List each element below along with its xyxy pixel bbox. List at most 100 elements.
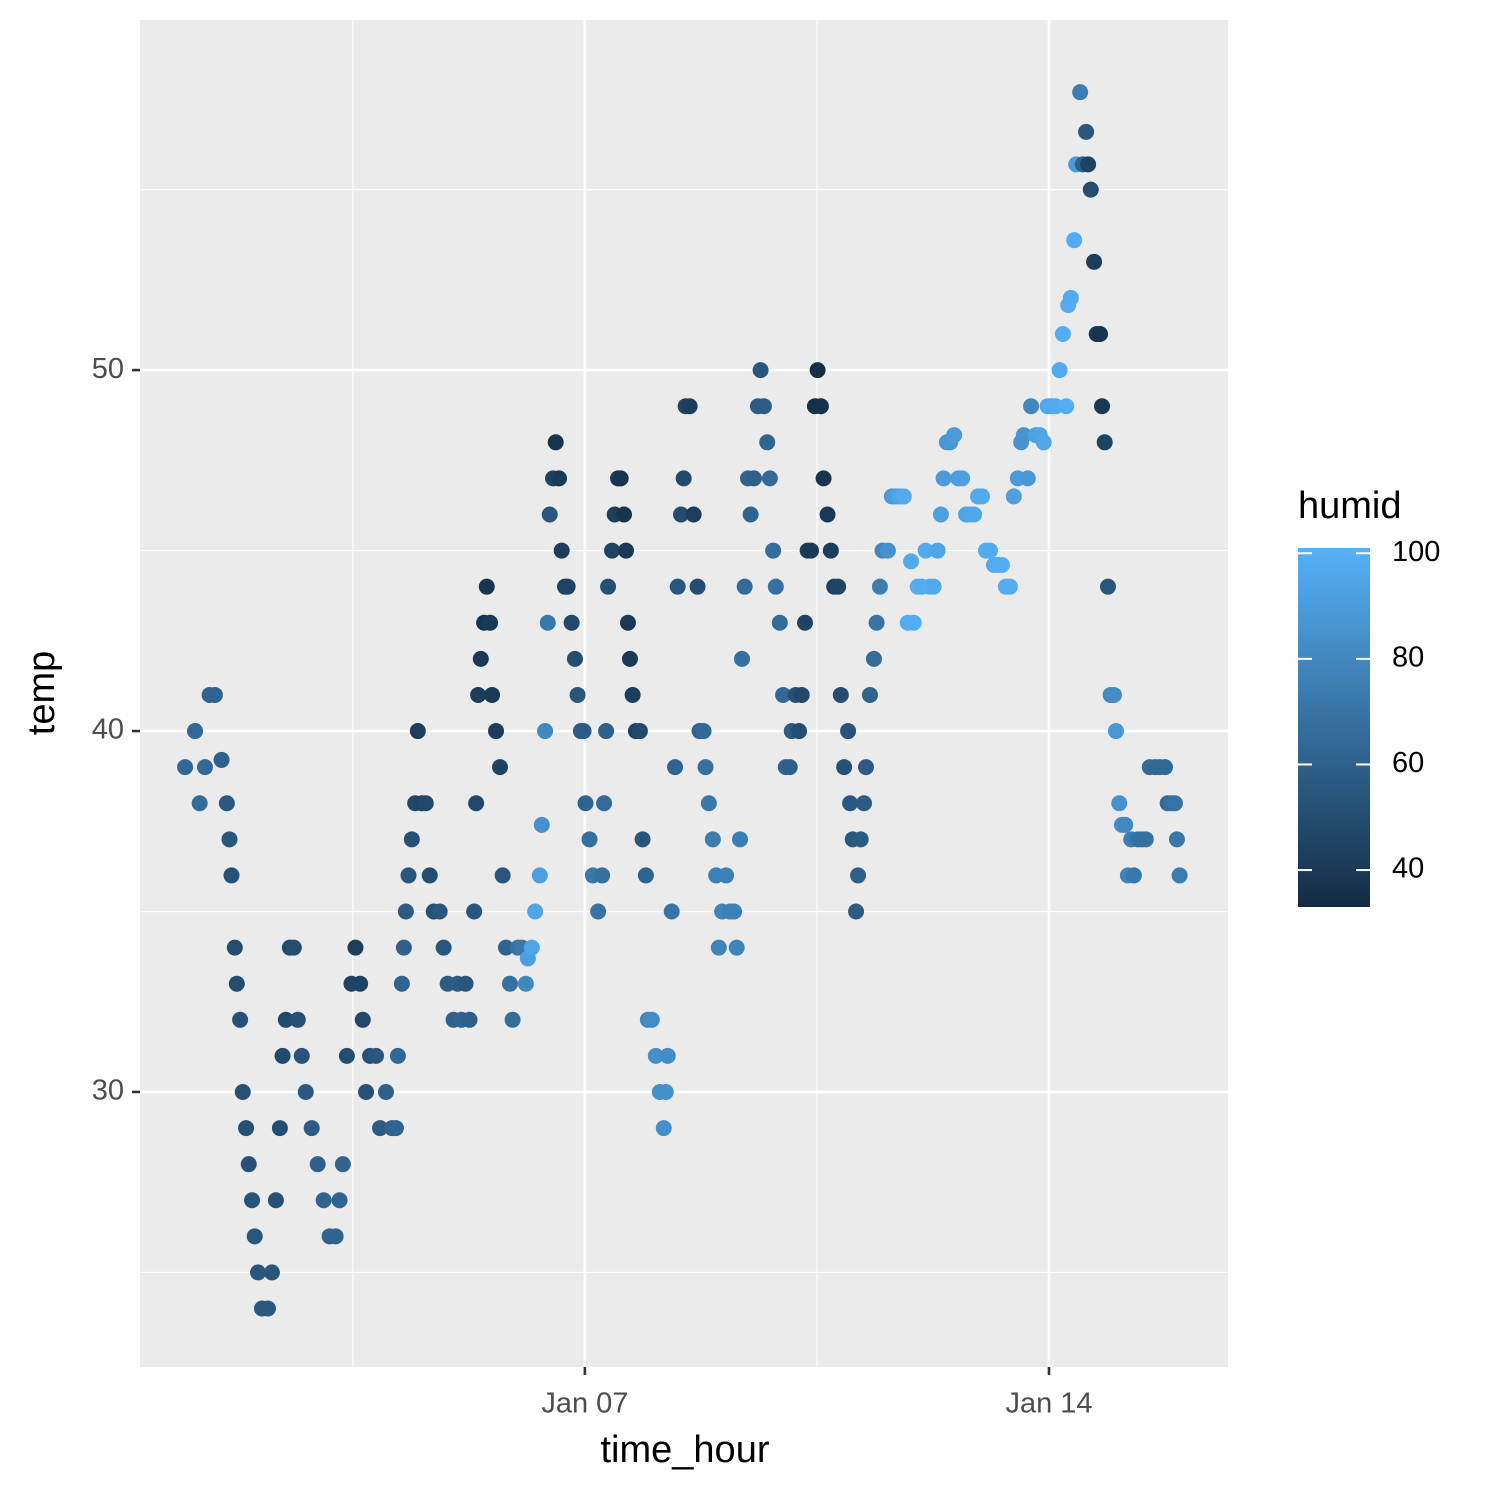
point	[929, 542, 946, 559]
point	[563, 614, 580, 631]
point	[468, 795, 485, 812]
point	[177, 759, 194, 776]
point	[246, 1228, 263, 1245]
point	[409, 723, 426, 740]
point	[372, 1120, 389, 1137]
point	[659, 1047, 676, 1064]
point	[697, 759, 714, 776]
point	[704, 831, 721, 848]
point	[482, 614, 499, 631]
point	[771, 614, 788, 631]
colorbar	[1298, 548, 1370, 907]
point	[400, 867, 417, 884]
point	[643, 1011, 660, 1028]
point	[1094, 398, 1111, 415]
point	[1023, 398, 1040, 415]
point	[815, 470, 832, 487]
point	[271, 1120, 288, 1137]
point	[1082, 181, 1099, 198]
point	[327, 1228, 344, 1245]
point	[539, 614, 556, 631]
point	[213, 751, 230, 768]
point	[634, 831, 651, 848]
point	[1168, 831, 1185, 848]
point	[517, 975, 534, 992]
colorbar-tick-label: 80	[1392, 642, 1424, 674]
point	[1117, 816, 1134, 833]
point	[700, 795, 717, 812]
point	[596, 795, 613, 812]
point	[250, 1264, 267, 1281]
point	[457, 975, 474, 992]
point	[347, 939, 364, 956]
point	[334, 1156, 351, 1173]
point	[667, 759, 684, 776]
point	[954, 470, 971, 487]
point	[417, 795, 434, 812]
point	[812, 398, 829, 415]
point	[352, 975, 369, 992]
point	[598, 723, 615, 740]
point	[1137, 831, 1154, 848]
point	[285, 939, 302, 956]
point	[393, 975, 410, 992]
point	[1099, 578, 1116, 595]
point	[604, 542, 621, 559]
point	[681, 398, 698, 415]
point	[669, 578, 686, 595]
point	[358, 1083, 375, 1100]
point	[492, 759, 509, 776]
point	[478, 578, 495, 595]
point	[759, 434, 776, 451]
point	[331, 1192, 348, 1209]
point	[206, 686, 223, 703]
point	[840, 723, 857, 740]
point	[791, 723, 808, 740]
point	[1062, 289, 1079, 306]
point	[624, 686, 641, 703]
point	[1171, 867, 1188, 884]
point	[577, 795, 594, 812]
point	[734, 650, 751, 667]
point	[338, 1047, 355, 1064]
point	[240, 1156, 257, 1173]
point	[637, 867, 654, 884]
point	[431, 903, 448, 920]
point	[781, 759, 798, 776]
point	[537, 723, 554, 740]
point	[1092, 326, 1109, 343]
point	[1107, 723, 1124, 740]
y-tick-label: 40	[92, 714, 124, 746]
colorbar-tick-label: 100	[1392, 536, 1440, 568]
point	[488, 723, 505, 740]
point	[541, 506, 558, 523]
point	[196, 759, 213, 776]
point	[718, 867, 735, 884]
point	[315, 1192, 332, 1209]
point	[494, 867, 511, 884]
point	[309, 1156, 326, 1173]
point	[297, 1083, 314, 1100]
point	[673, 506, 690, 523]
point	[551, 470, 568, 487]
point	[761, 470, 778, 487]
point	[238, 1120, 255, 1137]
point	[612, 470, 629, 487]
point	[1078, 123, 1095, 140]
point	[527, 903, 544, 920]
point	[850, 867, 867, 884]
point	[1058, 398, 1075, 415]
point	[903, 553, 920, 570]
point	[1051, 362, 1068, 379]
point	[421, 867, 438, 884]
point	[861, 686, 878, 703]
point	[695, 723, 712, 740]
point	[553, 542, 570, 559]
point	[726, 903, 743, 920]
y-axis-title: temp	[21, 651, 63, 735]
point	[484, 686, 501, 703]
point	[775, 686, 792, 703]
point	[932, 506, 949, 523]
point	[1019, 470, 1036, 487]
